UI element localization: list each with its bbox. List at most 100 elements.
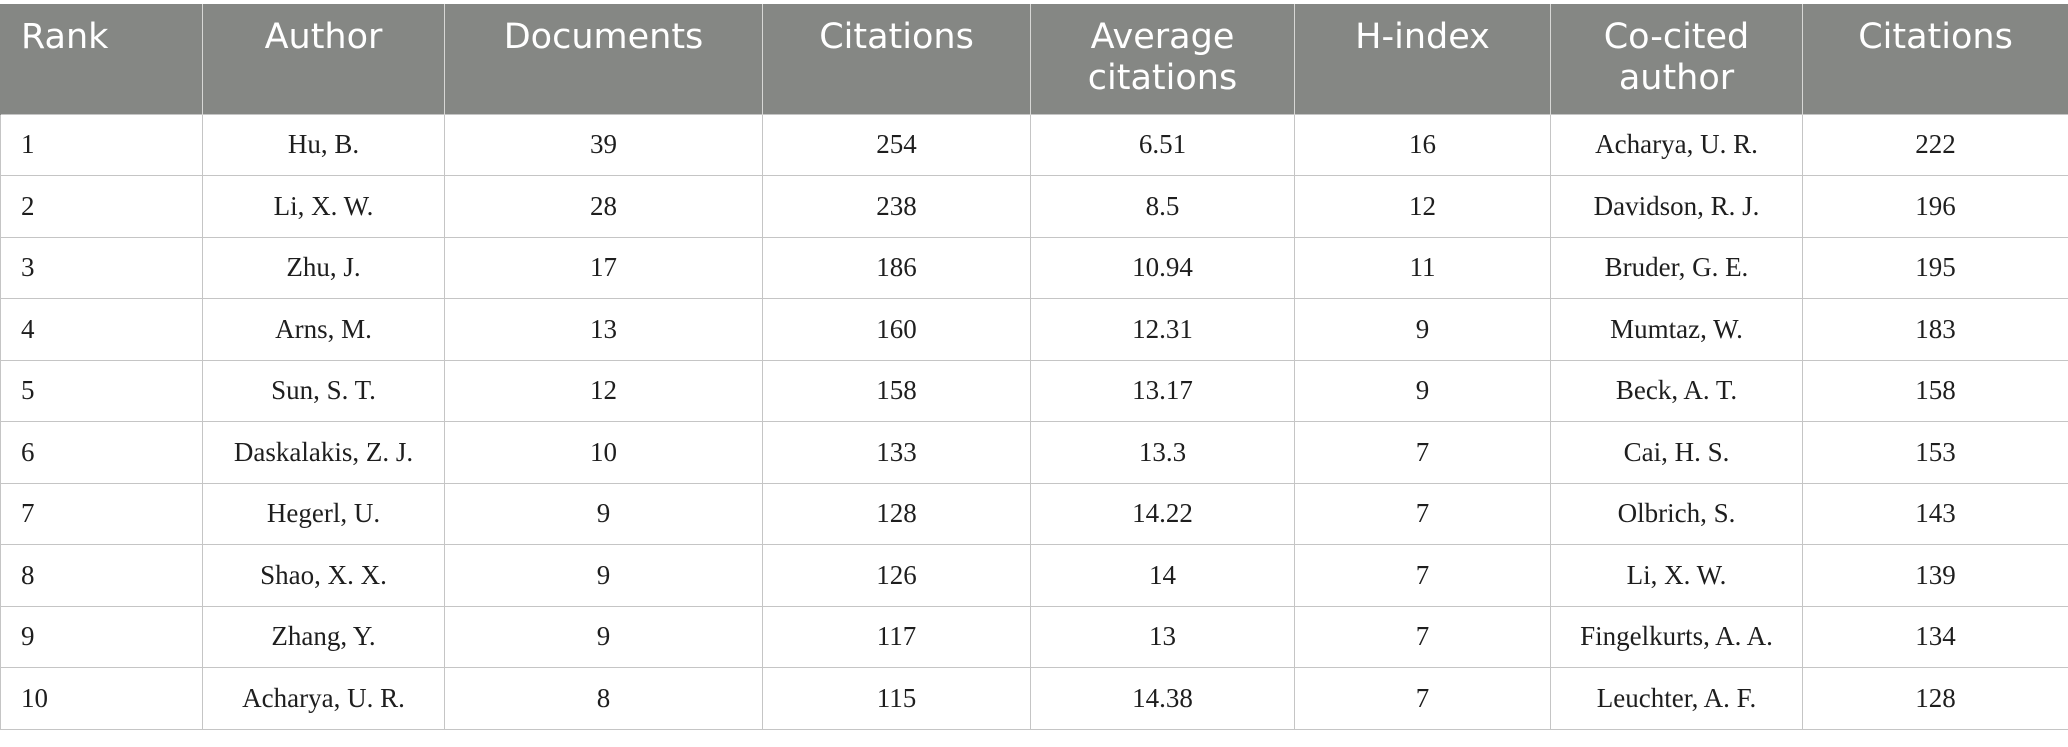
cell-citations: 128 bbox=[762, 482, 1031, 545]
cell-average-citations: 12.31 bbox=[1030, 298, 1295, 361]
cell-average-citations: 10.94 bbox=[1030, 236, 1295, 299]
cell-rank: 1 bbox=[0, 113, 203, 176]
cell-documents: 13 bbox=[444, 298, 763, 361]
cell-co-cited-author: Bruder, G. E. bbox=[1550, 236, 1803, 299]
column-header-rank: Rank bbox=[0, 4, 203, 114]
cell-author: Hegerl, U. bbox=[202, 482, 445, 545]
cell-author: Daskalakis, Z. J. bbox=[202, 421, 445, 484]
cell-average-citations: 8.5 bbox=[1030, 175, 1295, 238]
cell-h-index: 7 bbox=[1294, 667, 1551, 730]
cell-rank: 4 bbox=[0, 298, 203, 361]
table-row: 6 Daskalakis, Z. J. 10 133 13.3 7 Cai, H. S. 15… bbox=[0, 421, 2068, 484]
cell-h-index: 9 bbox=[1294, 298, 1551, 361]
column-header-average-citations: Average citations bbox=[1030, 4, 1295, 114]
author-table-container: Rank Author Documents Citations Average citat… bbox=[0, 4, 2068, 730]
column-header-documents: Documents bbox=[444, 4, 763, 114]
cell-rank: 5 bbox=[0, 359, 203, 422]
cell-average-citations: 14 bbox=[1030, 544, 1295, 607]
cell-citations: 160 bbox=[762, 298, 1031, 361]
column-header-author: Author bbox=[202, 4, 445, 114]
cell-documents: 12 bbox=[444, 359, 763, 422]
cell-rank: 3 bbox=[0, 236, 203, 299]
cell-documents: 39 bbox=[444, 113, 763, 176]
cell-co-cited-author: Fingelkurts, A. A. bbox=[1550, 605, 1803, 668]
table-row: 7 Hegerl, U. 9 128 14.22 7 Olbrich, S. 143 bbox=[0, 482, 2068, 545]
cell-average-citations: 14.22 bbox=[1030, 482, 1295, 545]
cell-h-index: 7 bbox=[1294, 605, 1551, 668]
cell-h-index: 7 bbox=[1294, 421, 1551, 484]
table-row: 4 Arns, M. 13 160 12.31 9 Mumtaz, W. 183 bbox=[0, 298, 2068, 361]
column-header-h-index: H-index bbox=[1294, 4, 1551, 114]
cell-documents: 10 bbox=[444, 421, 763, 484]
cell-documents: 9 bbox=[444, 544, 763, 607]
cell-co-cited-citations: 134 bbox=[1802, 605, 2068, 668]
cell-citations: 126 bbox=[762, 544, 1031, 607]
cell-documents: 9 bbox=[444, 482, 763, 545]
table-row: 8 Shao, X. X. 9 126 14 7 Li, X. W. 139 bbox=[0, 544, 2068, 607]
cell-documents: 17 bbox=[444, 236, 763, 299]
column-header-co-cited-citations: Citations bbox=[1802, 4, 2068, 114]
cell-h-index: 11 bbox=[1294, 236, 1551, 299]
cell-author: Acharya, U. R. bbox=[202, 667, 445, 730]
cell-citations: 158 bbox=[762, 359, 1031, 422]
cell-average-citations: 14.38 bbox=[1030, 667, 1295, 730]
column-header-co-cited-author: Co-cited author bbox=[1550, 4, 1803, 114]
table-body: 1 Hu, B. 39 254 6.51 16 Acharya, U. R. 222 2 Li, … bbox=[0, 113, 2068, 730]
cell-co-cited-author: Leuchter, A. F. bbox=[1550, 667, 1803, 730]
table-row: 3 Zhu, J. 17 186 10.94 11 Bruder, G. E. 195 bbox=[0, 236, 2068, 299]
cell-author: Zhu, J. bbox=[202, 236, 445, 299]
cell-rank: 9 bbox=[0, 605, 203, 668]
cell-co-cited-author: Li, X. W. bbox=[1550, 544, 1803, 607]
cell-documents: 28 bbox=[444, 175, 763, 238]
cell-author: Arns, M. bbox=[202, 298, 445, 361]
cell-documents: 9 bbox=[444, 605, 763, 668]
table-row: 2 Li, X. W. 28 238 8.5 12 Davidson, R. J. 196 bbox=[0, 175, 2068, 238]
cell-co-cited-author: Davidson, R. J. bbox=[1550, 175, 1803, 238]
cell-rank: 10 bbox=[0, 667, 203, 730]
cell-rank: 8 bbox=[0, 544, 203, 607]
cell-author: Hu, B. bbox=[202, 113, 445, 176]
cell-rank: 7 bbox=[0, 482, 203, 545]
cell-co-cited-citations: 143 bbox=[1802, 482, 2068, 545]
column-header-citations: Citations bbox=[762, 4, 1031, 114]
cell-co-cited-citations: 139 bbox=[1802, 544, 2068, 607]
cell-co-cited-citations: 128 bbox=[1802, 667, 2068, 730]
table-row: 1 Hu, B. 39 254 6.51 16 Acharya, U. R. 222 bbox=[0, 113, 2068, 176]
cell-citations: 133 bbox=[762, 421, 1031, 484]
cell-co-cited-citations: 196 bbox=[1802, 175, 2068, 238]
cell-h-index: 7 bbox=[1294, 544, 1551, 607]
cell-citations: 254 bbox=[762, 113, 1031, 176]
cell-co-cited-author: Acharya, U. R. bbox=[1550, 113, 1803, 176]
cell-rank: 2 bbox=[0, 175, 203, 238]
cell-author: Li, X. W. bbox=[202, 175, 445, 238]
cell-co-cited-citations: 195 bbox=[1802, 236, 2068, 299]
cell-co-cited-citations: 158 bbox=[1802, 359, 2068, 422]
table-row: 5 Sun, S. T. 12 158 13.17 9 Beck, A. T. 158 bbox=[0, 359, 2068, 422]
table-header: Rank Author Documents Citations Average citat… bbox=[0, 4, 2068, 114]
cell-h-index: 12 bbox=[1294, 175, 1551, 238]
author-citation-table: Rank Author Documents Citations Average citat… bbox=[0, 4, 2068, 730]
cell-co-cited-author: Mumtaz, W. bbox=[1550, 298, 1803, 361]
cell-citations: 115 bbox=[762, 667, 1031, 730]
table-row: 10 Acharya, U. R. 8 115 14.38 7 Leuchter, A. F… bbox=[0, 667, 2068, 730]
cell-average-citations: 13.17 bbox=[1030, 359, 1295, 422]
cell-average-citations: 13 bbox=[1030, 605, 1295, 668]
cell-h-index: 16 bbox=[1294, 113, 1551, 176]
table-row: 9 Zhang, Y. 9 117 13 7 Fingelkurts, A. A. 134 bbox=[0, 605, 2068, 668]
cell-h-index: 9 bbox=[1294, 359, 1551, 422]
cell-citations: 117 bbox=[762, 605, 1031, 668]
cell-author: Shao, X. X. bbox=[202, 544, 445, 607]
cell-co-cited-citations: 183 bbox=[1802, 298, 2068, 361]
cell-average-citations: 13.3 bbox=[1030, 421, 1295, 484]
cell-citations: 238 bbox=[762, 175, 1031, 238]
cell-co-cited-citations: 153 bbox=[1802, 421, 2068, 484]
cell-co-cited-author: Olbrich, S. bbox=[1550, 482, 1803, 545]
cell-documents: 8 bbox=[444, 667, 763, 730]
cell-author: Zhang, Y. bbox=[202, 605, 445, 668]
cell-co-cited-author: Beck, A. T. bbox=[1550, 359, 1803, 422]
cell-co-cited-author: Cai, H. S. bbox=[1550, 421, 1803, 484]
cell-h-index: 7 bbox=[1294, 482, 1551, 545]
cell-average-citations: 6.51 bbox=[1030, 113, 1295, 176]
cell-citations: 186 bbox=[762, 236, 1031, 299]
cell-author: Sun, S. T. bbox=[202, 359, 445, 422]
